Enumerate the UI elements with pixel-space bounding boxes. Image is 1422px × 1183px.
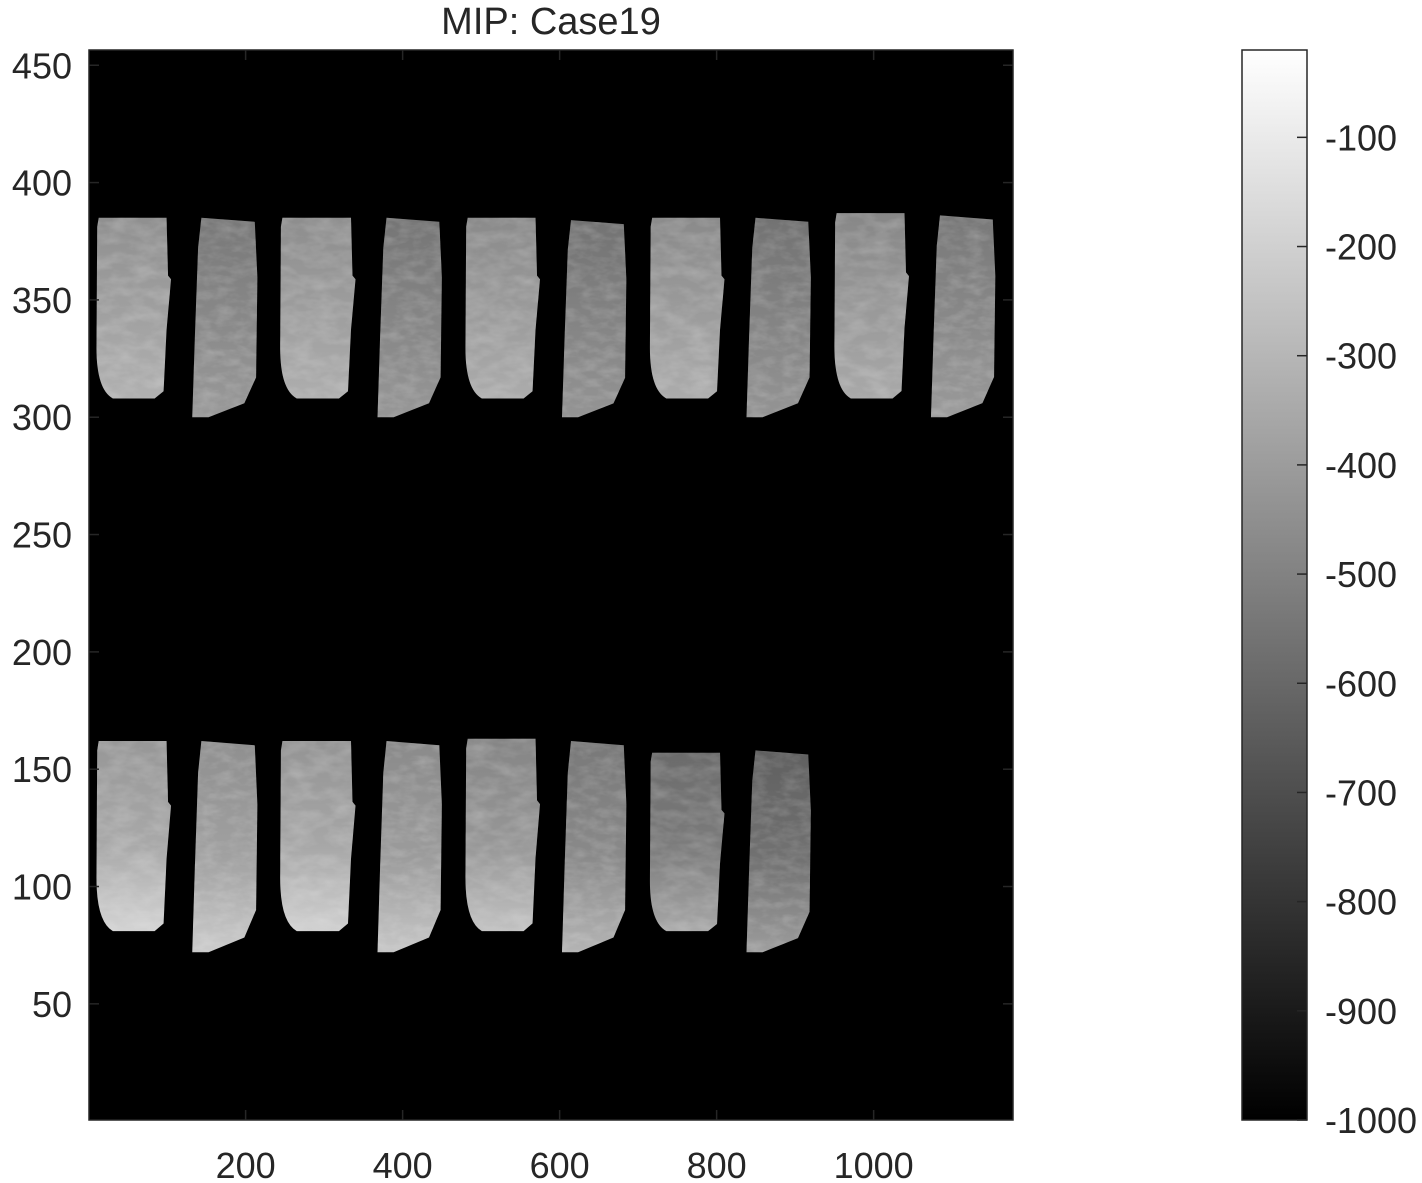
mip-tile	[649, 217, 725, 399]
colorbar-tick-label: -500	[1325, 554, 1397, 595]
mip-tile	[192, 217, 258, 418]
colorbar-tick-label: -200	[1325, 227, 1397, 268]
mip-tile	[192, 741, 258, 953]
chart-title: MIP: Case19	[441, 1, 661, 43]
mip-tile	[746, 750, 811, 953]
x-tick-label: 800	[687, 1145, 747, 1183]
y-tick-label: 250	[12, 515, 72, 556]
mip-tile	[561, 741, 627, 953]
mip-tiles	[96, 213, 996, 953]
mip-tile	[746, 217, 811, 418]
y-tick-label: 400	[12, 163, 72, 204]
colorbar-tick-label: -400	[1325, 445, 1397, 486]
mip-tile	[834, 213, 909, 399]
colorbar-tick-label: -100	[1325, 117, 1397, 158]
image-plot-area	[89, 50, 1013, 1120]
y-axis: 50 100 150 200 250 300 350 400 450	[12, 45, 1013, 1025]
mip-tile	[649, 752, 725, 932]
x-tick-label: 200	[216, 1145, 276, 1183]
mip-tile	[465, 217, 541, 399]
y-tick-label: 150	[12, 749, 72, 790]
mip-tile	[377, 217, 442, 418]
mip-tile	[280, 741, 356, 932]
y-tick-label: 200	[12, 632, 72, 673]
mip-tile	[930, 215, 996, 418]
y-tick-label: 300	[12, 397, 72, 438]
colorbar-tick-label: -600	[1325, 663, 1397, 704]
x-axis: 200 400 600 800 1000	[216, 50, 914, 1183]
colorbar-tick-label: -300	[1325, 336, 1397, 377]
colorbar-tick-label: -800	[1325, 882, 1397, 923]
mip-tile	[96, 217, 172, 399]
mip-tile	[377, 741, 442, 953]
mip-tile	[96, 741, 172, 932]
colorbar	[1241, 49, 1308, 1121]
x-tick-label: 1000	[834, 1145, 914, 1183]
y-tick-label: 100	[12, 867, 72, 908]
y-tick-label: 50	[32, 984, 72, 1025]
plot-frame	[88, 49, 1014, 1121]
x-tick-label: 400	[373, 1145, 433, 1183]
colorbar-tick-label: -900	[1325, 991, 1397, 1032]
colorbar-tick-label: -1000	[1325, 1100, 1417, 1141]
mip-tile	[465, 738, 541, 932]
y-tick-label: 350	[12, 280, 72, 321]
colorbar-tick-label: -700	[1325, 772, 1397, 813]
x-tick-label: 600	[530, 1145, 590, 1183]
y-tick-label: 450	[12, 45, 72, 86]
colorbar-axis: -100 -200 -300 -400 -500 -600 -700 -800 -900 -100…	[1297, 117, 1417, 1141]
mip-tile	[561, 220, 627, 418]
mip-tile	[280, 217, 356, 399]
